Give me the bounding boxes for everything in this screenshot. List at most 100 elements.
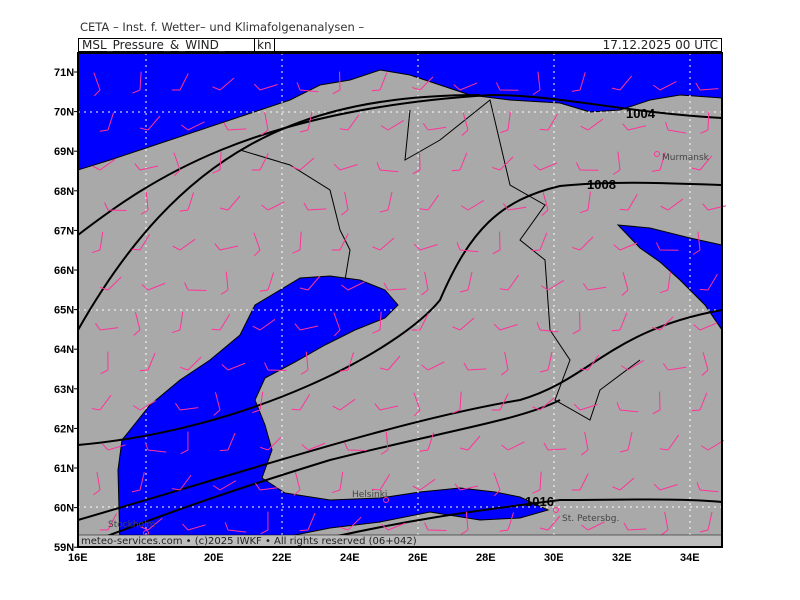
white-sea [616, 224, 723, 332]
wind-barb [691, 155, 713, 171]
wind-barb [180, 431, 189, 455]
wind-barb [575, 162, 599, 171]
wind-barb [173, 152, 181, 177]
wind-barb [691, 392, 708, 412]
wind-barb [259, 272, 275, 292]
wind-barb [653, 483, 678, 491]
wind-barb [99, 112, 115, 132]
wind-barb [700, 111, 710, 134]
wind-barb [144, 442, 167, 453]
wind-barb [296, 82, 319, 93]
wind-barb [339, 352, 355, 372]
wind-barb [224, 522, 247, 533]
wind-barb [212, 77, 235, 91]
wind-barb [452, 391, 462, 414]
wind-barb [180, 356, 202, 371]
wind-barb [212, 480, 237, 491]
gulf-of-bothnia-baltic [117, 275, 550, 548]
wind-barb [102, 443, 126, 451]
wind-barb [622, 123, 647, 131]
wind-barb [573, 403, 598, 411]
wind-barb [532, 397, 555, 411]
isobar-label-1016: 1016 [525, 494, 554, 509]
wind-barb [493, 323, 518, 331]
lat-label: 60N [54, 503, 74, 515]
wind-barb [452, 317, 475, 331]
wind-barb [419, 432, 435, 452]
wind-barb [181, 121, 205, 131]
wind-barb [132, 400, 157, 411]
wind-barb [172, 238, 196, 251]
wind-barb [532, 471, 542, 494]
wind-barb [660, 271, 671, 294]
wind-barb [212, 151, 222, 174]
wind-barb [341, 281, 365, 291]
wind-barb [572, 236, 594, 251]
wind-barb [300, 351, 309, 375]
wind-barb [221, 362, 246, 371]
wind-barb [92, 158, 116, 171]
lat-label: 67N [54, 225, 74, 237]
wind-barb [131, 471, 145, 493]
wind-barbs [91, 71, 727, 536]
wind-barb [662, 362, 687, 371]
wind-barb [379, 191, 393, 213]
wind-barb [501, 351, 509, 376]
wind-barb [502, 202, 527, 211]
stpetersburg-marker [553, 507, 559, 513]
lon-label: 32E [612, 552, 632, 564]
wind-barb [294, 323, 319, 331]
wind-barb [460, 199, 484, 211]
city-murmansk: Murmansk [662, 153, 710, 163]
wind-barb [171, 73, 189, 91]
wind-barb [251, 153, 269, 171]
wind-barb [541, 192, 549, 216]
wind-barb [579, 354, 600, 371]
wind-barb [651, 152, 666, 172]
country-borders [239, 99, 641, 421]
wind-barb [91, 394, 112, 411]
wind-barb [580, 191, 591, 214]
wind-barb [611, 75, 633, 91]
wind-barb [616, 402, 639, 413]
wind-barb [456, 242, 479, 253]
wind-barb [104, 202, 127, 212]
wind-barb [492, 231, 501, 255]
barents-norwegian-sea [77, 52, 723, 171]
wind-barb [93, 471, 101, 496]
wind-barb [459, 271, 473, 293]
graticule [78, 53, 722, 547]
wind-barb [214, 243, 239, 251]
wind-barb [652, 316, 674, 331]
wind-barb [344, 442, 367, 452]
wind-barb [459, 435, 481, 451]
wind-barb [380, 119, 404, 131]
wind-barb [501, 441, 525, 451]
wind-barb [99, 513, 117, 531]
lon-label: 20E [204, 552, 224, 564]
wind-barb [381, 522, 406, 531]
wind-barb [140, 517, 163, 531]
wind-barb [499, 512, 515, 532]
wind-barb [621, 272, 629, 296]
copyright-text: meteo-services.com • (c)2025 IWKF • All … [81, 536, 417, 547]
wind-barb [100, 276, 122, 291]
wind-barb [661, 511, 669, 536]
lat-label: 63N [54, 384, 74, 396]
isobar-label-1004: 1004 [626, 106, 656, 121]
wind-barb [372, 311, 382, 334]
wind-barb [421, 271, 429, 296]
wind-barb [699, 273, 718, 291]
wind-barb [179, 192, 195, 212]
wind-barb [371, 474, 391, 491]
wind-barb [171, 474, 192, 491]
wind-barb [213, 392, 221, 416]
lon-label: 18E [136, 552, 156, 564]
wind-barb [533, 162, 558, 171]
wind-barb [219, 195, 241, 211]
wind-barb [331, 233, 349, 251]
wind-barb [493, 472, 501, 497]
wind-barb [571, 473, 589, 491]
wind-barb [696, 482, 719, 493]
wind-barb [572, 311, 581, 335]
